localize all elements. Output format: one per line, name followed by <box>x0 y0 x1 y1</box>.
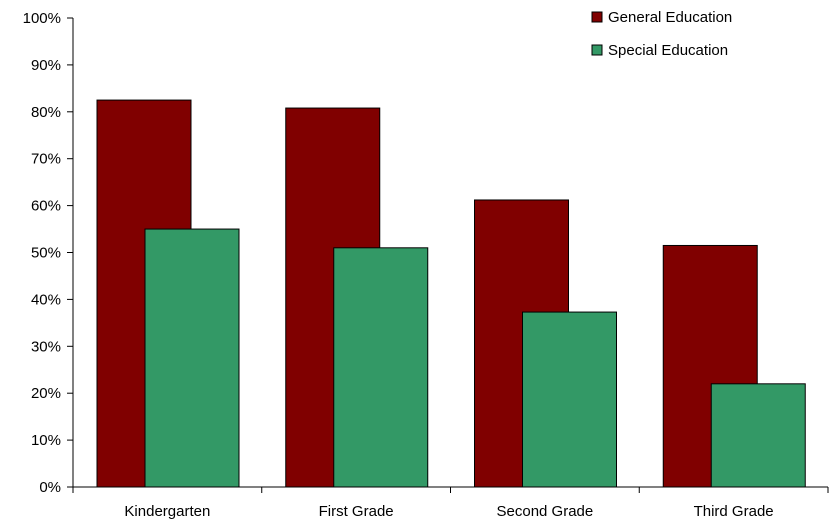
y-tick-label: 10% <box>31 432 61 449</box>
y-tick-label: 50% <box>31 245 61 262</box>
y-tick-label: 40% <box>31 291 61 308</box>
legend-swatch <box>591 44 603 56</box>
x-tick-labels: Kindergarten First Grade Second Grade Third… <box>124 503 773 520</box>
bar-special-education-kindergarten <box>144 228 240 488</box>
y-tick-label: 100% <box>23 10 61 27</box>
bar-special-education-third-grade <box>710 383 806 488</box>
y-tick-label: 60% <box>31 198 61 215</box>
y-tick-labels: 0% 10% 20% 30% 40% 50% 60% 70% 80% 90% 100% <box>23 10 61 496</box>
legend: General Education Special Education <box>591 9 732 59</box>
x-tick-label: Kindergarten <box>124 503 210 520</box>
legend-label: General Education <box>608 9 732 26</box>
y-tick-label: 90% <box>31 57 61 74</box>
y-tick-label: 30% <box>31 338 61 355</box>
y-tick-label: 70% <box>31 151 61 168</box>
bar-special-education-second-grade <box>522 311 617 488</box>
chart-bars <box>96 99 806 488</box>
x-tick-label: First Grade <box>319 503 394 520</box>
y-tick-label: 0% <box>39 479 61 496</box>
legend-label: Special Education <box>608 42 728 59</box>
bar-special-education-first-grade <box>333 247 429 488</box>
legend-swatch <box>591 11 603 23</box>
y-tick-label: 20% <box>31 385 61 402</box>
x-tick-label: Second Grade <box>497 503 594 520</box>
y-tick-label: 80% <box>31 104 61 121</box>
x-tick-label: Third Grade <box>694 503 774 520</box>
